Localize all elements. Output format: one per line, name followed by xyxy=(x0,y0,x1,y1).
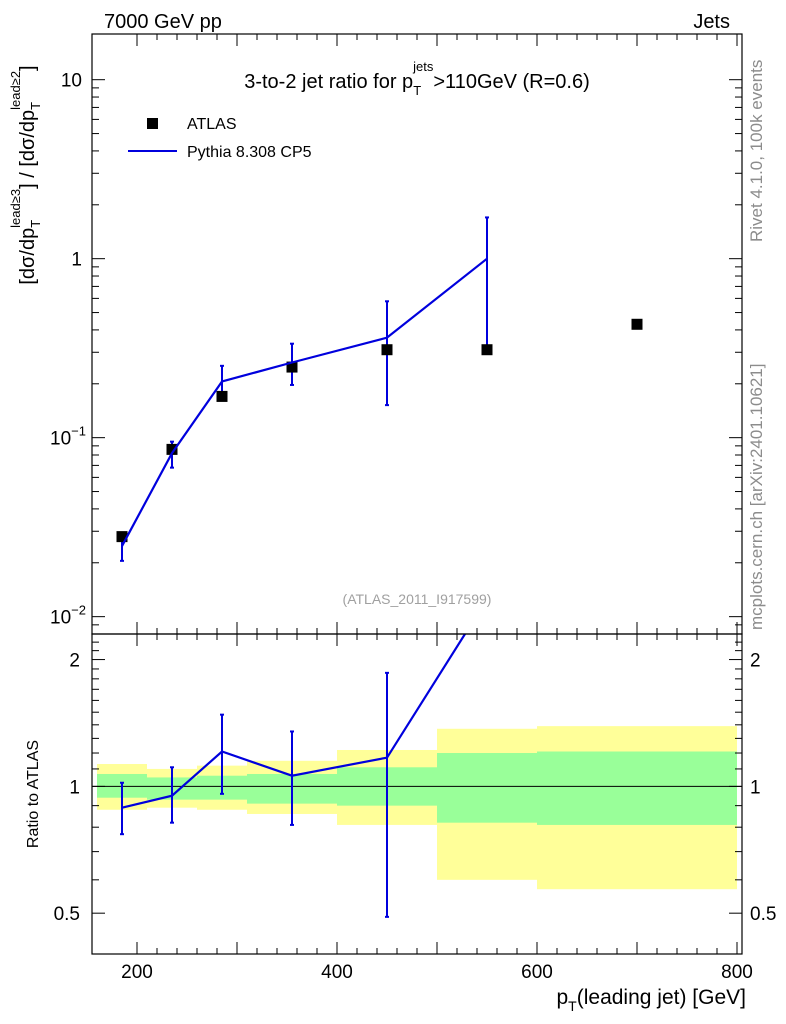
atlas-data-point xyxy=(381,344,393,356)
chart-title: 3-to-2 jet ratio for pTjets>110GeV (R=0.… xyxy=(244,59,590,98)
y-tick-label: 10 xyxy=(61,71,82,92)
legend-pythia-label: Pythia 8.308 CP5 xyxy=(187,144,312,161)
ratio-series-layer xyxy=(120,633,466,918)
main-axis-labels: 10 1 10−1 10−2 xyxy=(50,71,86,629)
x-tick-label: 200 xyxy=(121,962,153,983)
atlas-data-point xyxy=(166,443,178,455)
atlas-data-point xyxy=(631,318,643,330)
ratio-band-inner xyxy=(437,753,537,823)
main-series-layer xyxy=(116,216,643,562)
atlas-data-point xyxy=(286,361,298,373)
rivet-info-text: Rivet 4.1.0, 100k events xyxy=(747,60,766,242)
ratio-axis-ticks xyxy=(92,633,742,955)
legend-atlas-marker xyxy=(147,118,158,129)
x-axis-label: pT(leading jet) [GeV] xyxy=(556,986,746,1014)
x-axis-tick-labels: 200 400 600 800 xyxy=(121,962,753,983)
ratio-tick-label: 0.5 xyxy=(54,904,80,925)
y-axis-label: [dσ/dpTlead≥3] / [dσ/dpTlead≥2] xyxy=(8,65,43,284)
ratio-plot-frame xyxy=(91,633,743,955)
ratio-tick-label-right: 1 xyxy=(750,777,761,798)
ratio-y-axis-label: Ratio to ATLAS xyxy=(25,740,42,848)
ratio-plot-panel: 0.5 0.5 1 1 2 2 200 400 600 800 xyxy=(54,633,777,983)
ratio-tick-label: 2 xyxy=(69,651,80,672)
y-tick-label: 1 xyxy=(71,250,82,271)
mcplots-text: mcplots.cern.ch [arXiv:2401.10621] xyxy=(747,364,766,630)
atlas-data-point xyxy=(216,390,228,402)
ratio-pythia-line xyxy=(121,633,466,809)
x-tick-label: 800 xyxy=(721,962,753,983)
atlas-data-point xyxy=(481,344,493,356)
analysis-watermark: (ATLAS_2011_I917599) xyxy=(343,591,492,607)
ratio-tick-label-right: 2 xyxy=(750,651,761,672)
ratio-band-inner xyxy=(537,751,737,825)
atlas-data-point xyxy=(116,531,128,543)
ratio-axis-labels: 0.5 0.5 1 1 2 2 xyxy=(54,651,777,926)
main-plot-panel: 10 1 10−1 10−2 xyxy=(50,33,743,635)
header-left: 7000 GeV pp xyxy=(104,11,222,33)
ratio-tick-label: 1 xyxy=(69,777,80,798)
main-axis-ticks xyxy=(92,34,742,635)
header-right: Jets xyxy=(693,11,730,33)
legend: ATLAS Pythia 8.308 CP5 xyxy=(128,116,312,161)
y-tick-label: 10−1 xyxy=(50,424,86,450)
legend-atlas-label: ATLAS xyxy=(187,116,237,133)
x-tick-label: 400 xyxy=(321,962,353,983)
x-tick-label: 600 xyxy=(521,962,553,983)
y-tick-label: 10−2 xyxy=(50,603,86,629)
ratio-tick-label-right: 0.5 xyxy=(750,904,776,925)
pythia-line xyxy=(121,257,488,547)
